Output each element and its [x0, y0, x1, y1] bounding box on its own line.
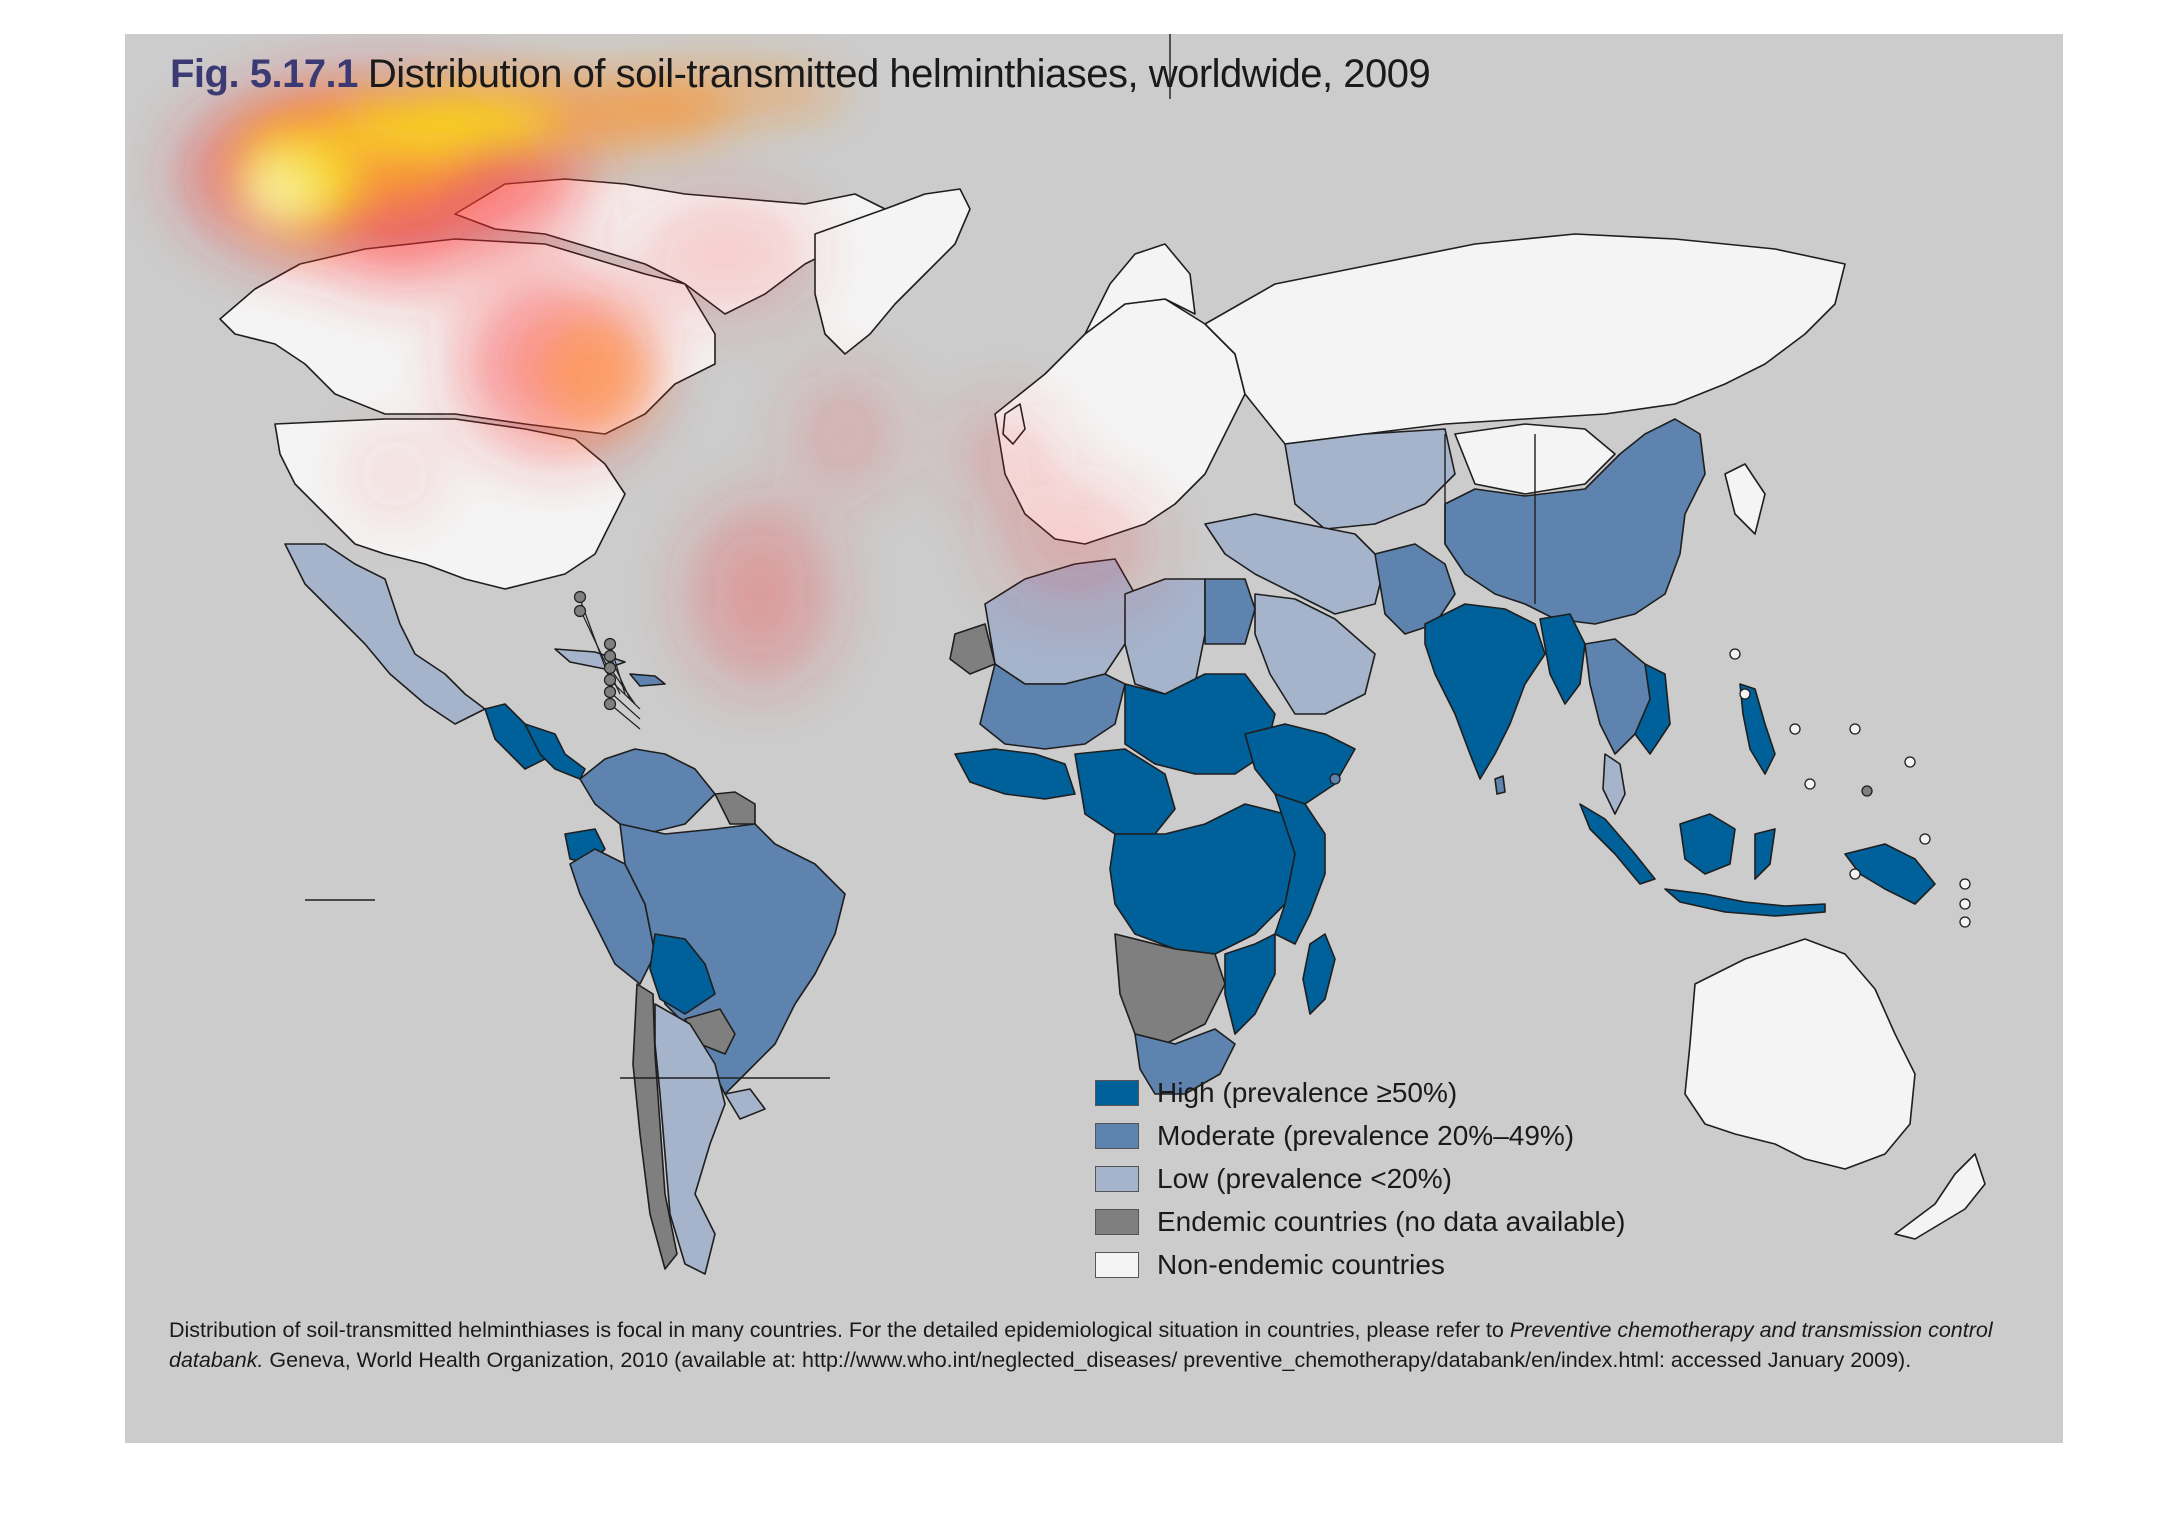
region-india: [1424, 603, 1546, 780]
legend-label: Endemic countries (no data available): [1157, 1205, 1626, 1237]
legend-item-low: Low (prevalence <20%): [1095, 1157, 1625, 1200]
legend-swatch: [1095, 1208, 1139, 1235]
pacific-islands: [1329, 648, 1971, 928]
region-east-africa: [1274, 793, 1326, 945]
region-bolivia: [649, 933, 716, 1015]
region-new-zealand: [1894, 1153, 1986, 1240]
caption-italic-title: Preventive chemotherapy and transmission…: [169, 1318, 1993, 1372]
figure-title-text: Distribution of soil-transmitted helmint…: [367, 52, 1431, 96]
figure-number: Fig. 5.17.1: [170, 52, 358, 96]
region-turkey-iran: [1204, 513, 1386, 615]
region-philippines: [1739, 683, 1776, 775]
region-scandinavia: [1084, 243, 1196, 335]
region-china: [1444, 418, 1706, 625]
region-guianas: [714, 791, 756, 825]
caption-text-after: Geneva, World Health Organization, 2010 …: [263, 1348, 1912, 1372]
region-vietnam: [1634, 663, 1671, 755]
legend-label: Low (prevalence <20%): [1157, 1162, 1452, 1194]
region-nigeria-cameroon: [1074, 748, 1176, 835]
region-angola-namibia-botswana: [1114, 933, 1226, 1045]
region-greenland: [814, 188, 971, 355]
region-korea-japan: [1724, 463, 1766, 535]
legend-item-moderate: Moderate (prevalence 20%–49%): [1095, 1114, 1625, 1157]
region-mozambique: [1224, 933, 1276, 1035]
legend-item-non-endemic: Non-endemic countries: [1095, 1243, 1625, 1286]
region-central-america-south: [524, 723, 586, 780]
region-sulawesi: [1754, 828, 1776, 880]
region-afghanistan-pakistan: [1374, 543, 1456, 635]
region-ethiopia-horn: [1244, 723, 1356, 805]
region-western-sahara: [949, 623, 996, 675]
legend-swatch: [1095, 1122, 1139, 1149]
region-madagascar: [1302, 933, 1336, 1015]
region-egypt: [1204, 578, 1256, 645]
region-australia: [1684, 938, 1916, 1170]
region-chile: [632, 983, 678, 1270]
region-hispaniola: [629, 673, 666, 687]
region-sri-lanka: [1494, 775, 1506, 795]
region-java-lesser-sunda: [1664, 888, 1826, 917]
region-bangladesh-myanmar: [1539, 613, 1586, 705]
legend-swatch: [1095, 1251, 1139, 1278]
region-argentina: [654, 1003, 726, 1275]
region-uruguay: [724, 1088, 766, 1120]
region-north-africa-west: [984, 558, 1136, 685]
region-europe: [994, 298, 1246, 545]
figure-caption: Distribution of soil-transmitted helmint…: [169, 1315, 2039, 1375]
region-canada-alaska: [219, 238, 716, 435]
region-west-africa-coast: [954, 748, 1076, 800]
region-libya-sahel: [1124, 578, 1206, 695]
region-central-asia: [1284, 428, 1456, 530]
caribbean-callouts: [573, 590, 641, 730]
legend-label: High (prevalence ≥50%): [1157, 1076, 1458, 1108]
region-mali-niger: [979, 663, 1126, 750]
map-legend: High (prevalence ≥50%) Moderate (prevalen…: [1095, 1071, 1625, 1286]
region-sumatra: [1579, 803, 1656, 885]
legend-item-endemic-no-data: Endemic countries (no data available): [1095, 1200, 1625, 1243]
region-borneo: [1679, 813, 1736, 875]
caption-text-before: Distribution of soil-transmitted helmint…: [169, 1318, 1510, 1342]
region-arabia: [1254, 593, 1376, 715]
figure-title: Fig. 5.17.1 Distribution of soil-transmit…: [170, 52, 1431, 97]
region-south-africa: [1134, 1028, 1236, 1095]
region-russia: [1204, 233, 1846, 445]
region-new-guinea: [1844, 843, 1936, 905]
legend-label: Moderate (prevalence 20%–49%): [1157, 1119, 1575, 1151]
legend-swatch: [1095, 1079, 1139, 1106]
legend-label: Non-endemic countries: [1157, 1248, 1445, 1280]
region-venezuela-colombia: [579, 748, 716, 835]
legend-item-high: High (prevalence ≥50%): [1095, 1071, 1625, 1114]
figure-panel: Fig. 5.17.1 Distribution of soil-transmit…: [125, 34, 2063, 1443]
region-central-africa: [1109, 803, 1296, 955]
legend-swatch: [1095, 1165, 1139, 1192]
region-malay-peninsula: [1602, 753, 1626, 815]
world-map: [185, 34, 1986, 1275]
